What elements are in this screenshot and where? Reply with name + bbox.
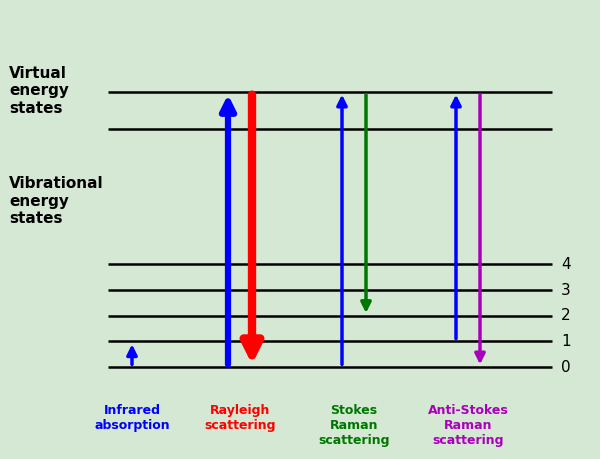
Text: 3: 3 <box>561 283 571 297</box>
Text: Vibrational
energy
states: Vibrational energy states <box>9 176 104 226</box>
Text: 2: 2 <box>561 308 571 323</box>
Text: Virtual
energy
states: Virtual energy states <box>9 66 69 116</box>
Text: 4: 4 <box>561 257 571 272</box>
Text: Stokes
Raman
scattering: Stokes Raman scattering <box>318 404 390 447</box>
Text: 1: 1 <box>561 334 571 349</box>
Text: Infrared
absorption: Infrared absorption <box>94 404 170 432</box>
Text: Rayleigh
scattering: Rayleigh scattering <box>204 404 276 432</box>
Text: Anti-Stokes
Raman
scattering: Anti-Stokes Raman scattering <box>428 404 508 447</box>
Text: 0: 0 <box>561 360 571 375</box>
